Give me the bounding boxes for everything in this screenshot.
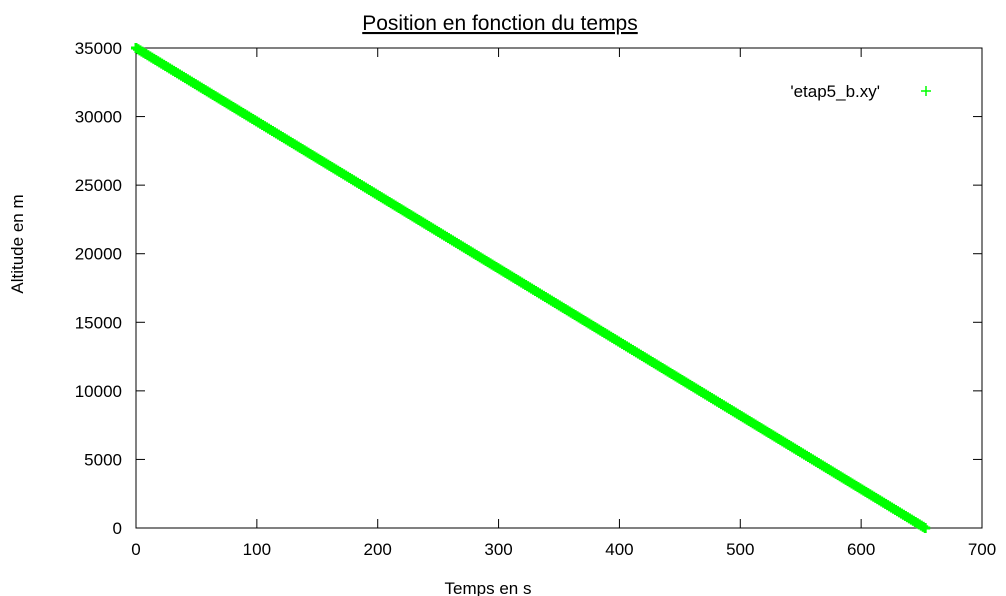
axis-tick-labels: 0 100 200 300 400 500 600 700 0 5000 10000 15000 200… [75,39,996,559]
y-tick-label: 35000 [75,39,122,58]
x-axis-label: Temps en s [445,579,532,596]
plot-border [135,47,983,529]
x-tick-label: 700 [968,540,996,559]
legend-label: 'etap5_b.xy' [790,82,880,101]
y-tick-label: 0 [113,519,122,538]
x-tick-label: 600 [847,540,875,559]
series-layer [131,43,931,533]
legend-marker-plus-icon [921,86,931,96]
data-point [920,523,931,533]
y-tick-label: 25000 [75,176,122,195]
plot-frame [135,47,983,529]
x-tick-label: 0 [131,540,140,559]
x-tick-label: 200 [364,540,392,559]
legend: 'etap5_b.xy' [790,82,931,101]
y-tick-label: 15000 [75,313,122,332]
x-tick-label: 500 [726,540,754,559]
axis-ticks [135,47,983,529]
y-tick-label: 10000 [75,382,122,401]
chart-title: Position en fonction du temps [362,12,638,35]
y-axis-label: Altitude en m [8,194,27,293]
y-tick-label: 5000 [84,450,122,469]
y-tick-label: 20000 [75,245,122,264]
x-tick-label: 300 [484,540,512,559]
x-tick-label: 100 [243,540,271,559]
y-tick-label: 30000 [75,108,122,127]
x-tick-label: 400 [605,540,633,559]
